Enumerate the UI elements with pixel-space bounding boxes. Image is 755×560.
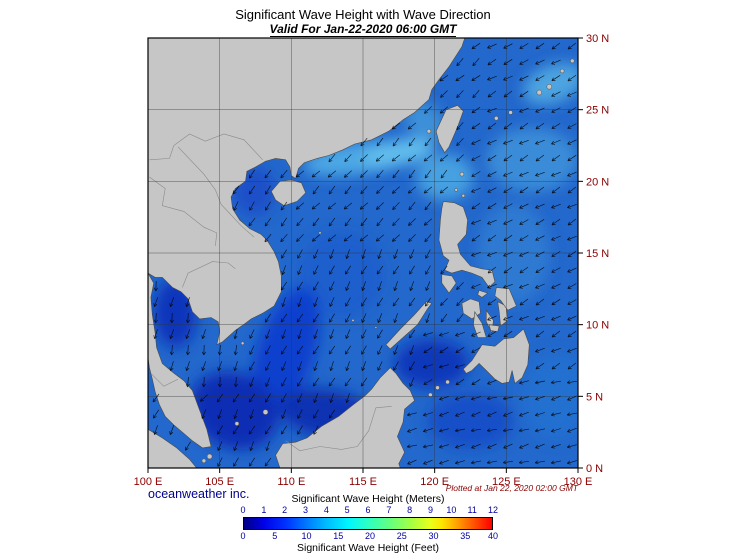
legend-meters-tick: 3 xyxy=(302,505,309,515)
island-dot xyxy=(234,421,240,426)
lon-tick-label: 120 E xyxy=(420,476,449,488)
land-samar xyxy=(494,287,517,311)
island-dot xyxy=(351,318,355,322)
legend-title-feet: Significant Wave Height (Feet) xyxy=(296,542,439,554)
legend-meters-tick: 1 xyxy=(261,505,267,515)
legend-meters-tick: 10 xyxy=(446,505,457,515)
country-border xyxy=(177,146,255,238)
page-title: Significant Wave Height with Wave Direct… xyxy=(235,7,491,22)
legend-colorbar xyxy=(243,517,493,530)
graticule xyxy=(148,38,578,468)
land-hainan xyxy=(270,179,307,207)
island-dot xyxy=(508,110,513,115)
legend-meters-tick: 8 xyxy=(407,505,413,515)
lon-tick-label: 105 E xyxy=(205,476,234,488)
legend-meters-tick: 5 xyxy=(344,505,350,515)
wave-direction-arrows xyxy=(152,42,577,467)
land-masbate xyxy=(477,289,489,298)
legend-meters-tick: 4 xyxy=(323,505,329,515)
lat-tick-label: 15 N xyxy=(586,248,609,260)
legend-feet-tick: 25 xyxy=(396,531,407,541)
lon-tick-label: 130 E xyxy=(564,476,593,488)
land-mindoro xyxy=(441,274,457,294)
island-dot xyxy=(374,326,378,329)
land-malay-peninsula xyxy=(148,272,212,449)
island-dot xyxy=(262,409,269,415)
legend-title-meters: Significant Wave Height (Meters) xyxy=(291,493,445,505)
oceanweather-credit: oceanweather inc. xyxy=(148,487,250,501)
legend-meters-tick: 7 xyxy=(386,505,392,515)
legend-feet-tick: 30 xyxy=(428,531,439,541)
legend-meters-tick: 0 xyxy=(240,505,246,515)
valid-time-text: Valid For Jan-22-2020 06:00 GMT xyxy=(269,22,457,37)
lat-tick-label: 0 N xyxy=(586,463,603,475)
island-dot xyxy=(206,453,213,460)
lon-tick-label: 125 E xyxy=(492,476,521,488)
island-dot xyxy=(318,231,322,235)
lat-tick-label: 30 N xyxy=(586,33,609,45)
legend-meters-tick: 9 xyxy=(427,505,434,515)
legend-feet-tick: 20 xyxy=(364,531,376,541)
island-dot xyxy=(461,193,466,198)
country-border xyxy=(149,133,263,161)
island-dot xyxy=(559,68,565,74)
island-dot xyxy=(240,341,245,346)
land-sumatra xyxy=(148,428,198,468)
land-borneo xyxy=(275,367,415,468)
land-mindanao xyxy=(462,328,530,384)
legend-feet-tick: 0 xyxy=(240,531,246,541)
island-dot xyxy=(435,385,440,390)
legend-meters-ticks: 0 1 2 3 4 5 6 7 8 9 10 11 12 xyxy=(240,505,498,516)
lon-tick-label: 115 E xyxy=(349,476,377,488)
lon-tick-label: 100 E xyxy=(134,476,163,488)
land-palawan xyxy=(385,301,433,350)
lat-tick-label: 10 N xyxy=(586,320,609,332)
valid-time: Valid For Jan-22-2020 06:00 GMT xyxy=(0,22,726,37)
country-border xyxy=(285,406,392,452)
lat-tick-label: 20 N xyxy=(586,176,609,188)
country-border xyxy=(150,373,179,387)
island-dot xyxy=(428,392,433,398)
plotted-timestamp: Plotted at Jan 22, 2020 02:00 GMT xyxy=(445,483,578,493)
legend-feet-tick: 40 xyxy=(487,531,499,541)
country-border xyxy=(182,261,236,288)
country-border xyxy=(149,176,218,246)
island-dot xyxy=(546,83,553,90)
land-asia-mainland xyxy=(148,38,466,346)
land-layer xyxy=(148,38,575,468)
island-dot xyxy=(454,188,458,192)
legend-feet-tick: 35 xyxy=(460,531,471,541)
legend-meters-tick: 12 xyxy=(487,505,499,515)
island-dot xyxy=(426,128,432,134)
wave-map: 100 E 105 E 110 E 115 E 120 E 125 E 130 E 30 N 2… xyxy=(134,33,610,488)
legend-feet-tick: 15 xyxy=(333,531,344,541)
legend-meters-tick: 11 xyxy=(467,505,477,515)
island-dot xyxy=(459,171,465,177)
legend-meters-tick: 6 xyxy=(365,505,371,515)
island-dot xyxy=(536,89,543,96)
island-dot xyxy=(570,58,575,64)
land-bohol xyxy=(488,324,500,333)
lat-tick-label: 5 N xyxy=(586,391,603,403)
island-dot xyxy=(494,116,499,121)
legend-feet-ticks: 0 5 10 15 20 25 30 35 40 xyxy=(240,531,498,542)
lon-tick-label: 110 E xyxy=(277,476,305,488)
island-dot xyxy=(201,458,207,464)
legend-feet-tick: 10 xyxy=(301,531,312,541)
island-dot xyxy=(445,379,450,385)
legend-meters-tick: 2 xyxy=(282,505,288,515)
legend-feet-tick: 5 xyxy=(272,531,278,541)
lat-tick-label: 25 N xyxy=(586,105,609,117)
